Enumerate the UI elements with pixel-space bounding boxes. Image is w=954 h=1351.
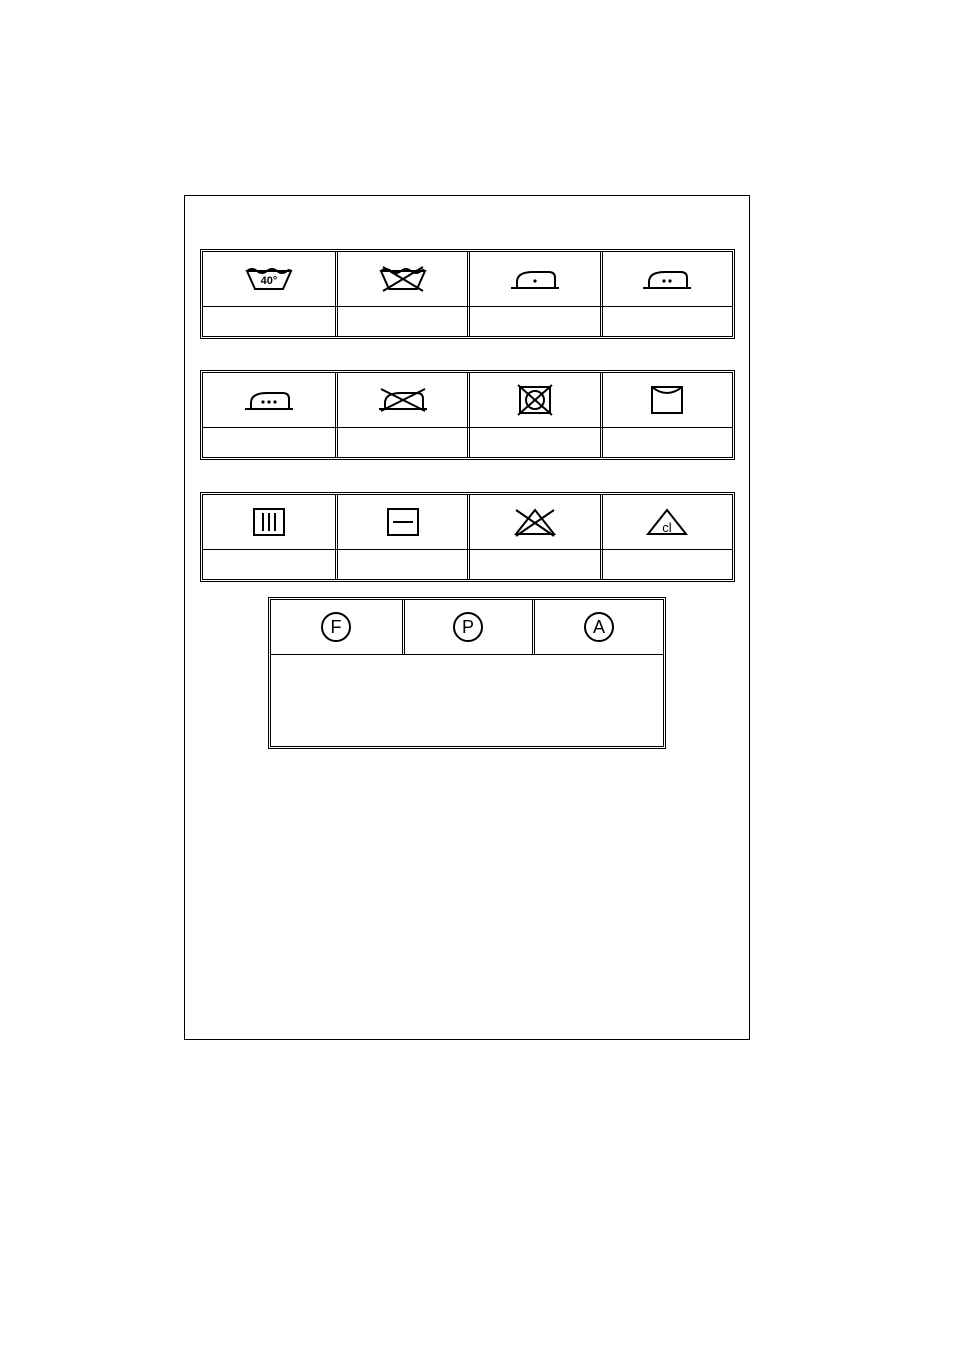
dryclean-p-icon: P xyxy=(402,600,533,654)
label-cell xyxy=(467,550,599,580)
svg-text:F: F xyxy=(331,617,342,637)
svg-text:A: A xyxy=(593,617,605,637)
label-cell xyxy=(203,550,335,580)
symbol-table-row2 xyxy=(200,370,735,460)
svg-text:cl: cl xyxy=(663,520,673,535)
no-bleach-icon xyxy=(467,495,599,549)
label-cell xyxy=(335,307,467,337)
wash-40-icon: 40° xyxy=(203,252,335,306)
symbol-table-row3: cl xyxy=(200,492,735,582)
svg-text:40°: 40° xyxy=(261,275,278,287)
dryclean-f-icon: F xyxy=(271,600,402,654)
dry-line-icon xyxy=(600,373,732,427)
label-cell xyxy=(600,550,732,580)
drip-dry-icon xyxy=(203,495,335,549)
iron-medium-icon xyxy=(600,252,732,306)
label-cell xyxy=(467,307,599,337)
label-cell xyxy=(203,428,335,458)
no-iron-icon xyxy=(335,373,467,427)
iron-low-icon xyxy=(467,252,599,306)
symbol-table-row1: 40° xyxy=(200,249,735,339)
svg-text:P: P xyxy=(462,617,474,637)
iron-high-icon xyxy=(203,373,335,427)
no-wash-icon xyxy=(335,252,467,306)
dryclean-a-icon: A xyxy=(532,600,663,654)
label-cell xyxy=(600,428,732,458)
label-cell-merged xyxy=(271,655,663,747)
label-cell xyxy=(335,550,467,580)
chlorine-bleach-icon: cl xyxy=(600,495,732,549)
label-cell xyxy=(335,428,467,458)
symbol-table-row4: FPA xyxy=(268,597,666,749)
label-cell xyxy=(203,307,335,337)
label-cell xyxy=(600,307,732,337)
no-tumble-dry-icon xyxy=(467,373,599,427)
dry-flat-icon xyxy=(335,495,467,549)
page: 40° cl F P A xyxy=(0,0,954,1351)
label-cell xyxy=(467,428,599,458)
